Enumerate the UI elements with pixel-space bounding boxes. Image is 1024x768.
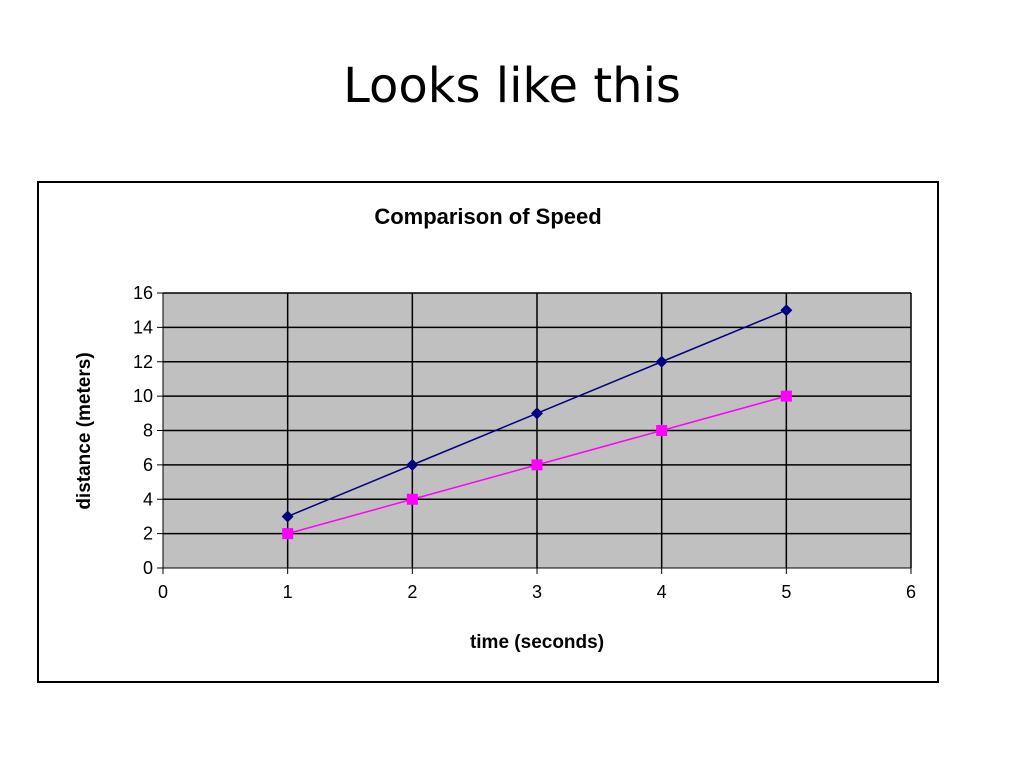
y-tick-label: 4 [143,489,153,509]
series-2 [282,390,792,540]
x-tick-label: 3 [532,582,542,602]
x-axis-ticks: 0 1 2 3 4 5 6 [158,568,916,602]
y-tick-label: 6 [143,455,153,475]
y-tick-label: 10 [133,386,153,406]
data-point [655,355,668,368]
slide-title: Looks like this [343,58,681,114]
data-point [406,493,418,505]
x-axis-label: time (seconds) [470,632,604,653]
y-tick-label: 0 [143,558,153,578]
y-tick-label: 12 [133,352,153,372]
y-tick-label: 16 [133,283,153,303]
x-tick-label: 0 [158,582,168,602]
data-point [780,390,792,402]
x-tick-label: 1 [283,582,293,602]
y-axis-ticks: 0 2 4 6 8 10 12 14 16 [133,283,163,578]
series-1 [281,304,793,523]
chart-title: Comparison of Speed [374,204,601,229]
data-point [282,528,294,540]
data-point [531,459,543,471]
data-point [531,407,543,420]
y-tick-label: 2 [143,524,153,544]
y-tick-label: 14 [133,317,153,337]
y-tick-label: 8 [143,421,153,441]
data-point [281,510,294,523]
x-tick-label: 5 [781,582,791,602]
y-axis-label: distance (meters) [74,352,95,509]
x-tick-label: 6 [906,582,916,602]
data-point [406,458,419,471]
series-layer [281,304,793,540]
x-tick-label: 4 [657,582,667,602]
data-point [780,304,793,317]
data-point [656,425,668,436]
x-tick-label: 2 [407,582,417,602]
